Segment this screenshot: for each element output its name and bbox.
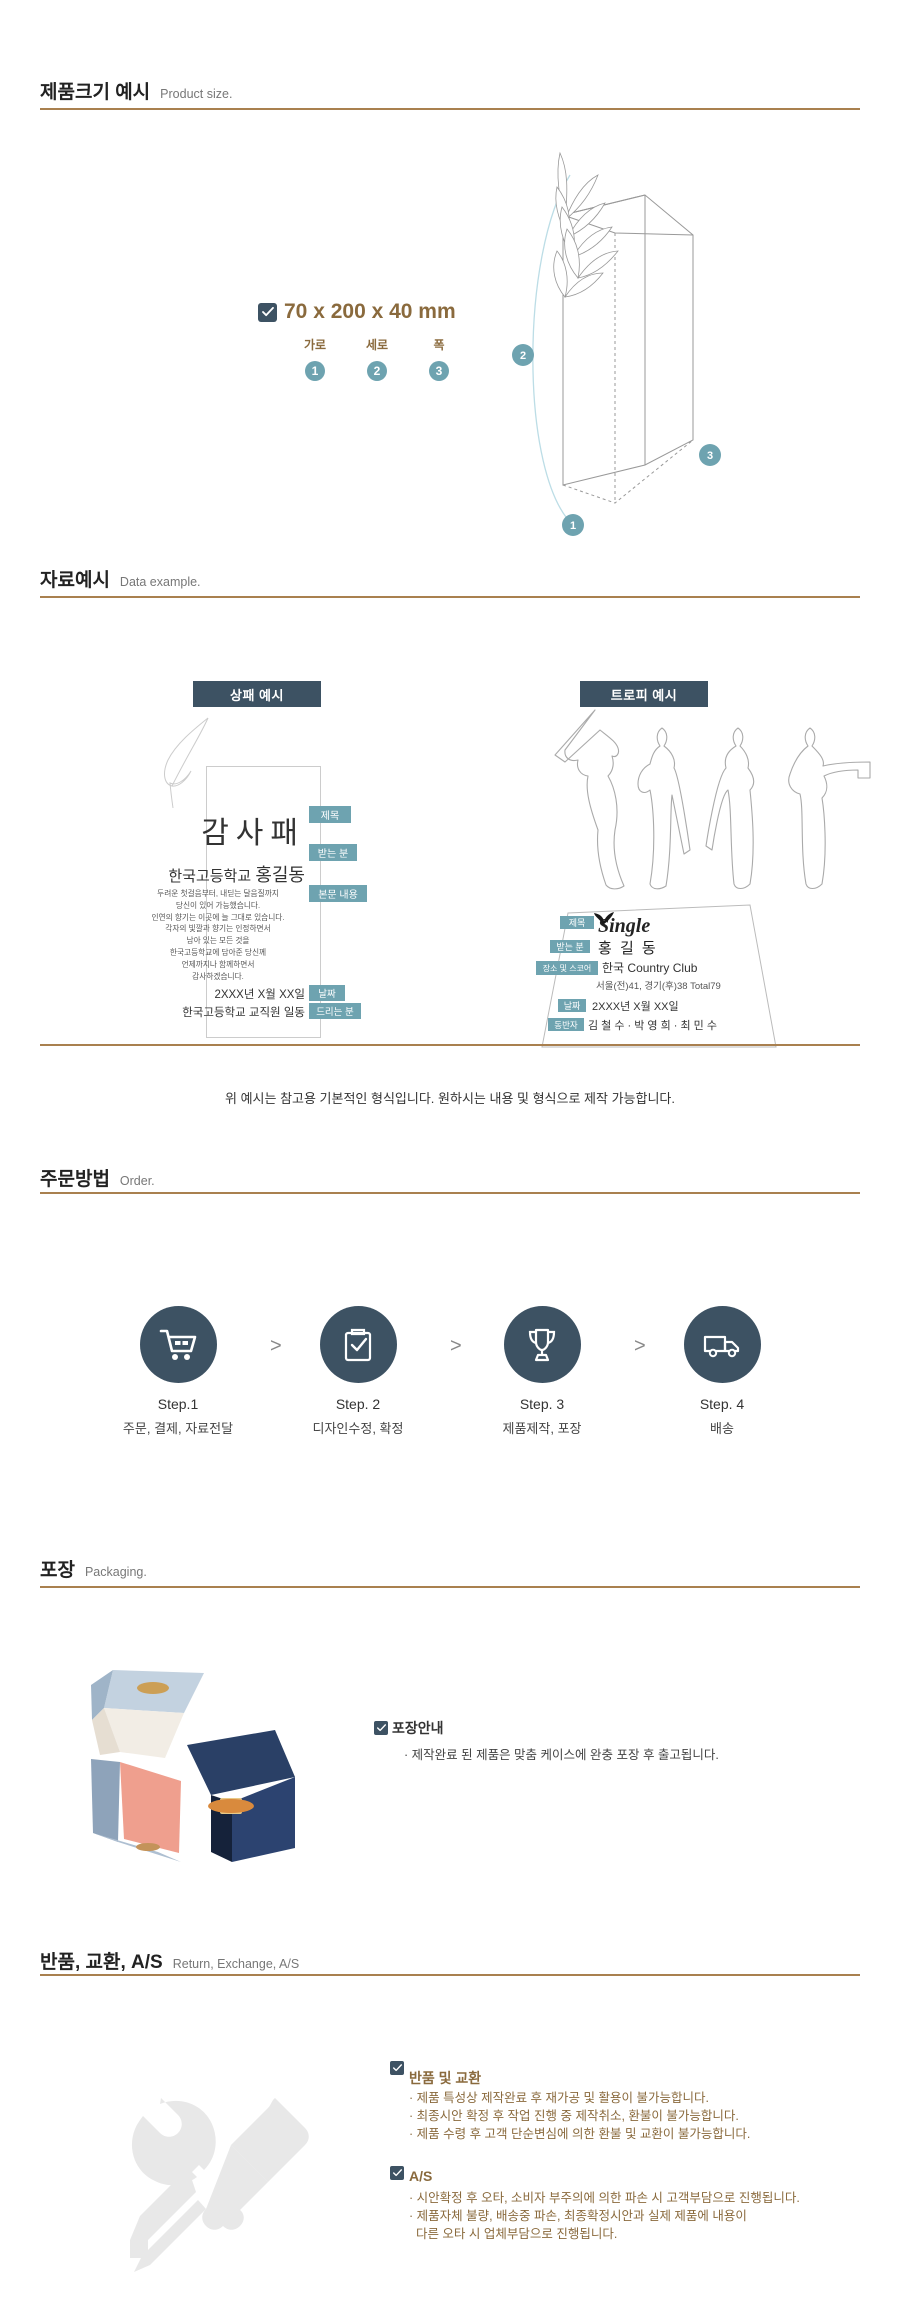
- svg-text:2: 2: [520, 350, 526, 362]
- svg-text:1: 1: [570, 520, 576, 532]
- svg-text:3: 3: [707, 450, 713, 462]
